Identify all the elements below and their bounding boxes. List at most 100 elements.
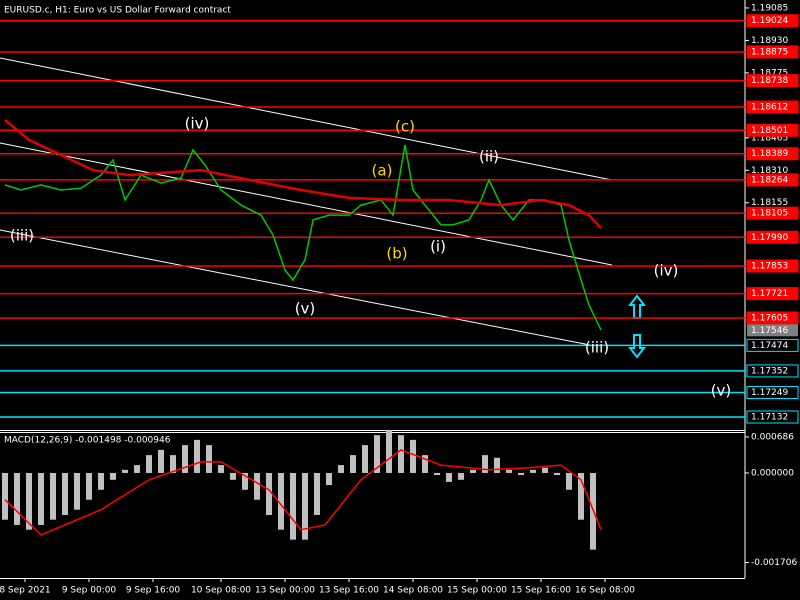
histogram-bar [338, 465, 344, 473]
histogram-bar [290, 472, 296, 540]
y-tick-label: 0.000000 [751, 468, 794, 478]
x-tick-label: 13 Sep 00:00 [255, 586, 315, 596]
histogram-bar [26, 472, 32, 530]
chart-title: EURUSD.c, H1: Euro vs US Dollar Forward … [4, 6, 231, 16]
y-tick-label: 1.18930 [751, 36, 788, 46]
histogram-bar [182, 445, 188, 473]
wave-label: (v) [295, 300, 316, 318]
wave-label: (ii) [479, 148, 499, 166]
histogram-bar [278, 472, 284, 530]
price-level-label: 1.18105 [751, 209, 788, 219]
price-level-label: 1.17990 [751, 233, 788, 243]
price-level-box [746, 364, 799, 378]
histogram-bar [2, 472, 8, 520]
histogram-bar [518, 472, 524, 476]
histogram-bar [74, 472, 80, 510]
histogram-bar [230, 472, 236, 480]
histogram-bar [422, 455, 428, 473]
price-level-label: 1.18875 [751, 47, 788, 57]
histogram-bar [134, 465, 140, 473]
histogram-bar [350, 455, 356, 473]
histogram-bar [14, 472, 20, 525]
x-tick-label: 15 Sep 16:00 [511, 586, 571, 596]
price-level-box [746, 45, 799, 59]
wave-label: (iv) [185, 115, 210, 133]
price-level-box [746, 338, 799, 352]
y-tick-label: 1.18155 [751, 198, 788, 208]
y-tick-label: 1.18465 [751, 133, 788, 143]
wave-label: (b) [386, 245, 407, 263]
histogram-bar [110, 472, 116, 480]
wave-label: (i) [430, 238, 446, 256]
price-level-box [746, 287, 799, 301]
wave-label: (v) [711, 382, 732, 400]
histogram-bar [62, 472, 68, 515]
histogram-bar [170, 455, 176, 473]
last-price-box [747, 324, 798, 337]
histogram-bar [410, 439, 416, 473]
trend-line [0, 142, 613, 266]
histogram-bar [314, 472, 320, 515]
trend-line [0, 229, 591, 346]
series-line [4, 144, 602, 331]
histogram-bar [194, 439, 200, 473]
x-tick-label: 10 Sep 08:00 [191, 586, 251, 596]
price-level-box [746, 173, 799, 187]
wave-label: (iv) [654, 262, 679, 280]
histogram-bar [362, 445, 368, 473]
trend-line [0, 57, 613, 181]
histogram-bar [302, 472, 308, 540]
y-tick-label: 1.18310 [751, 166, 788, 176]
histogram-bar [458, 472, 464, 480]
histogram-bar [86, 472, 92, 500]
price-level-box [746, 386, 799, 400]
histogram-bar [398, 435, 404, 473]
histogram-bar [578, 472, 584, 520]
x-tick-label: 14 Sep 08:00 [383, 586, 443, 596]
price-level-box [746, 14, 799, 28]
y-tick-label: -0.001706 [751, 558, 797, 568]
price-level-label: 1.17249 [751, 388, 788, 398]
wave-label: (a) [372, 162, 393, 180]
histogram-bar [482, 455, 488, 473]
histogram-bar [122, 469, 128, 473]
histogram-bar [470, 469, 476, 473]
price-level-box [746, 206, 799, 220]
histogram-bar [38, 472, 44, 525]
x-tick-label: 9 Sep 00:00 [62, 586, 117, 596]
histogram-bar [530, 469, 536, 473]
price-level-label: 1.17132 [751, 413, 788, 423]
price-level-box [746, 311, 799, 325]
price-level-label: 1.18612 [751, 103, 788, 113]
price-level-label: 1.17721 [751, 289, 788, 299]
y-tick-label: 0.000686 [751, 432, 794, 442]
price-level-box [746, 259, 799, 273]
histogram-bar [506, 469, 512, 473]
price-level-box [746, 123, 799, 137]
histogram-bar [434, 472, 440, 476]
wave-label: (iii) [10, 227, 34, 245]
price-level-label: 1.18501 [751, 126, 788, 136]
histogram-bar [50, 472, 56, 520]
histogram-bar [146, 455, 152, 473]
price-level-box [746, 147, 799, 161]
price-level-label: 1.17352 [751, 366, 788, 376]
histogram-bar [266, 472, 272, 515]
price-level-box [746, 410, 799, 424]
price-level-label: 1.19024 [751, 16, 788, 26]
histogram-bar [206, 445, 212, 473]
chart-layer: 1.19085 1.18930 1.18775 1.18465 1.18310 1.181… [0, 3, 799, 596]
price-level-label: 1.18738 [751, 76, 788, 86]
histogram-bar [554, 472, 560, 476]
price-level-label: 1.17853 [751, 262, 788, 272]
histogram-bar [374, 435, 380, 473]
series-line [4, 449, 602, 536]
histogram-bar [386, 429, 392, 473]
x-tick-label: 9 Sep 16:00 [126, 586, 181, 596]
histogram-bar [494, 457, 500, 473]
series-line [4, 119, 602, 229]
x-tick-label: 16 Sep 08:00 [575, 586, 635, 596]
down-arrow [627, 334, 647, 359]
